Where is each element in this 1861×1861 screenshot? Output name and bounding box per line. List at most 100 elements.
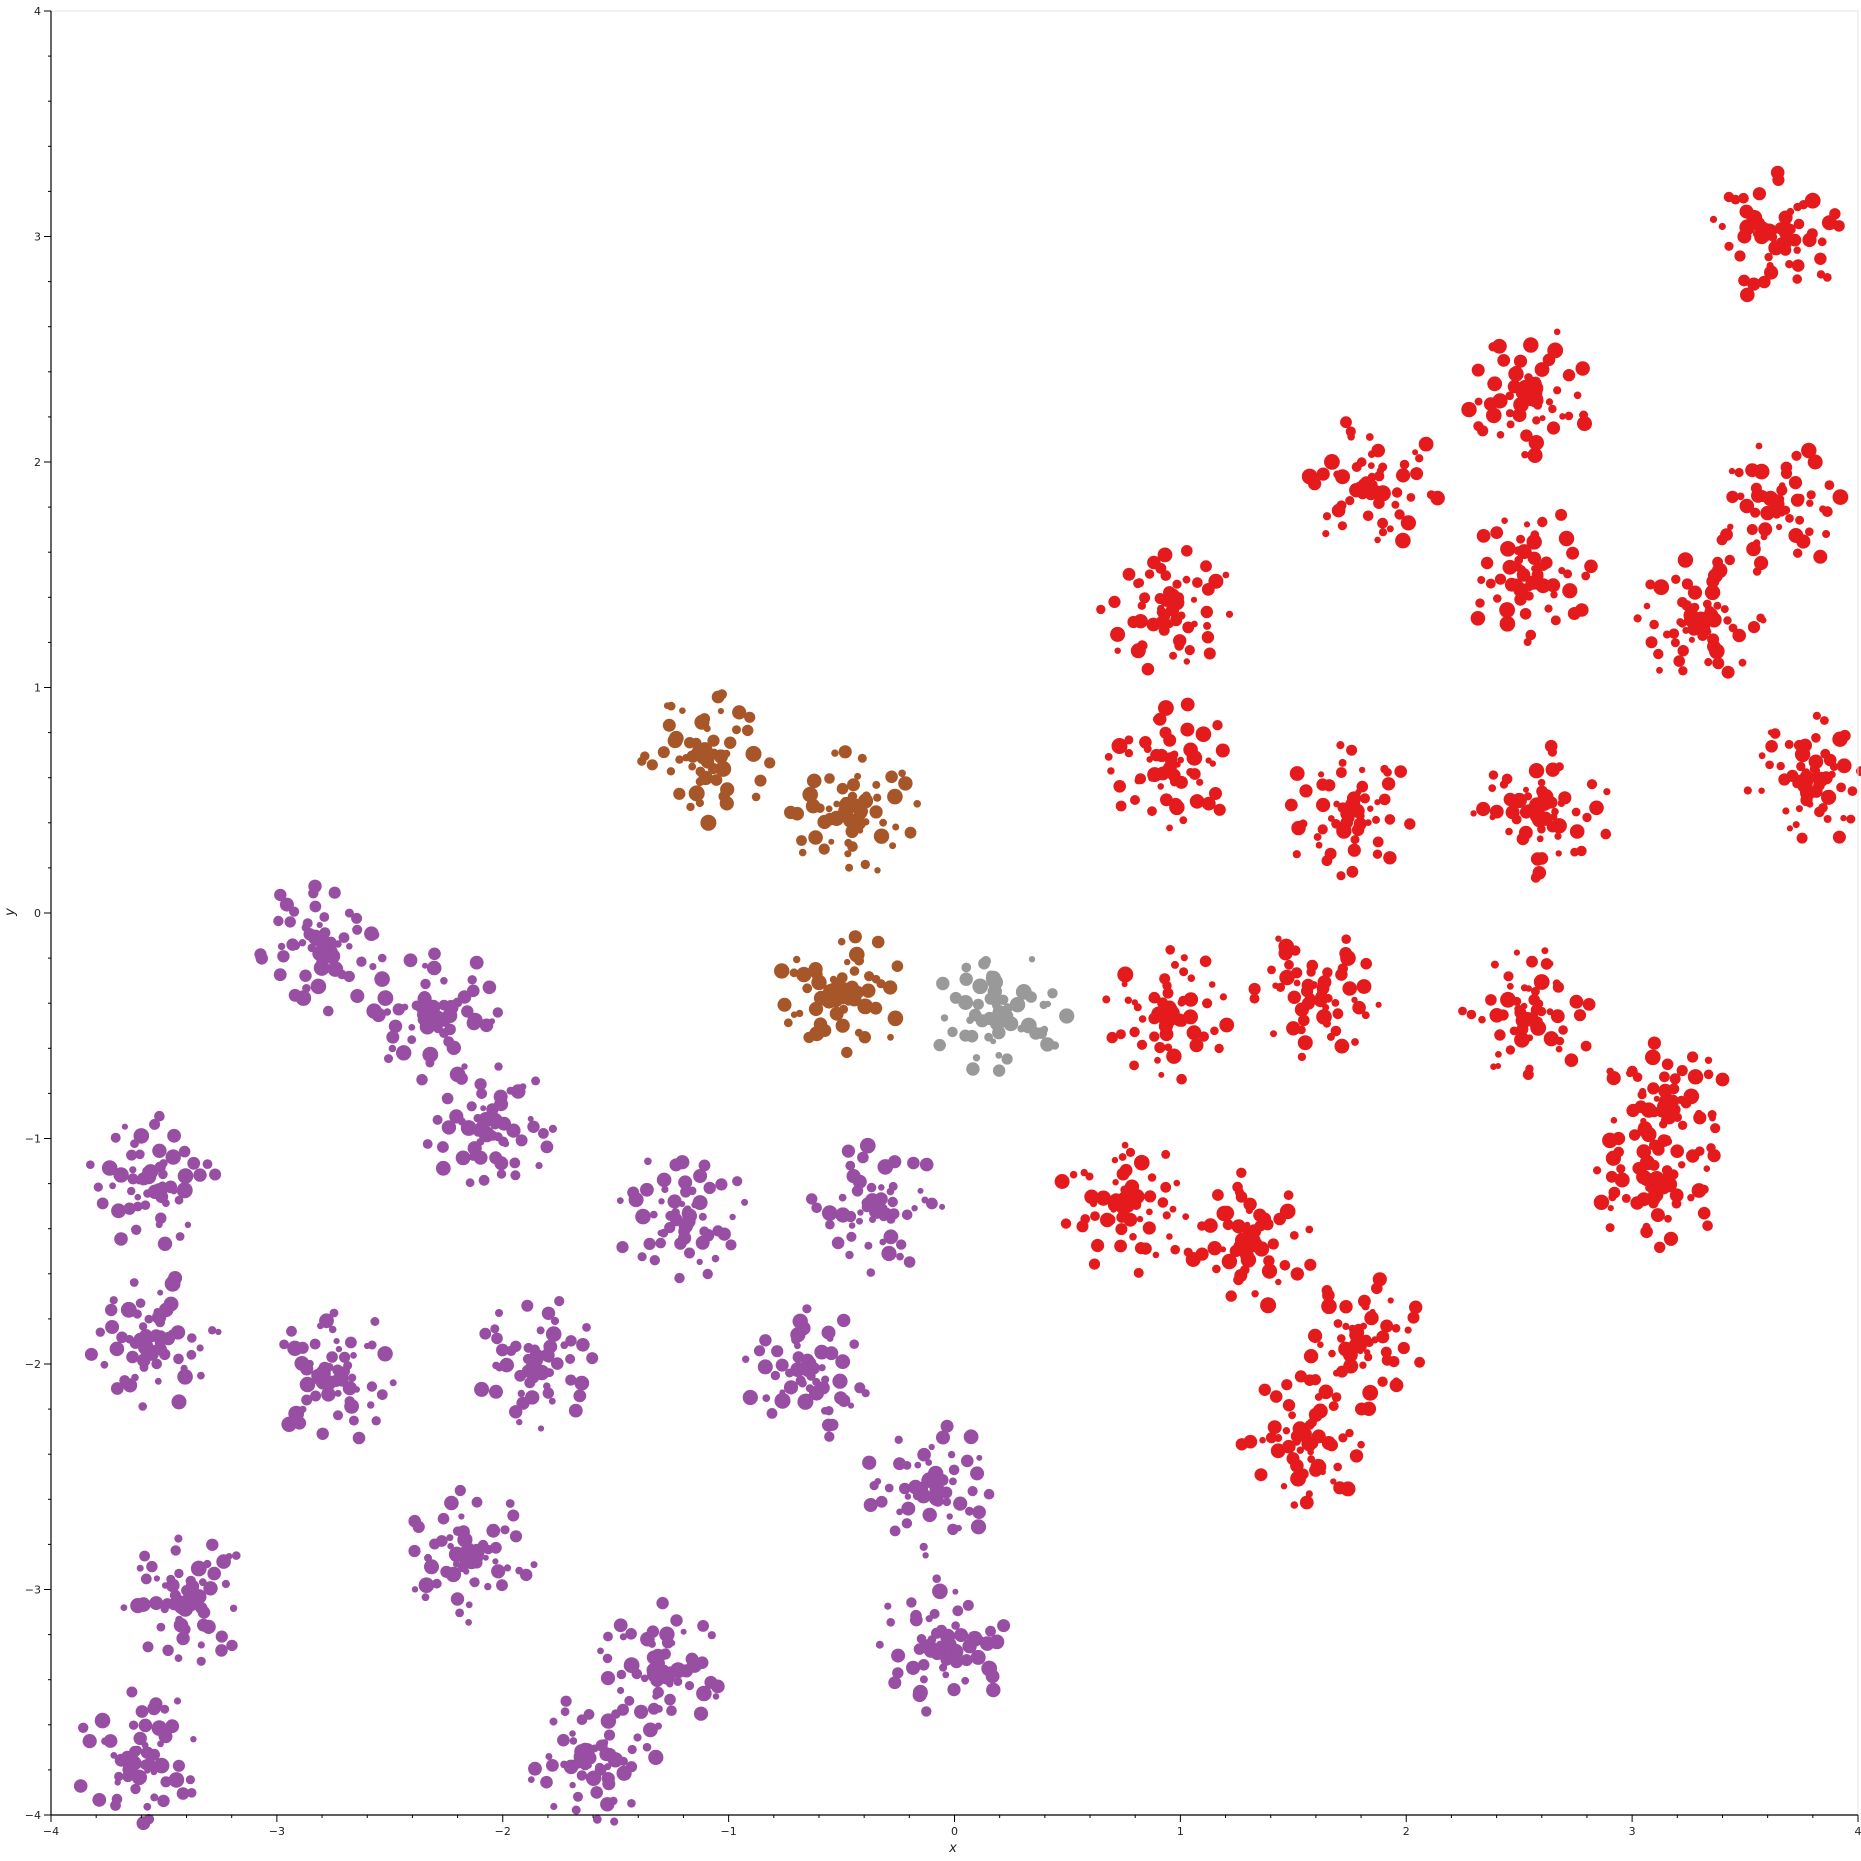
snowflake-cluster <box>1182 1168 1316 1314</box>
data-point <box>793 1314 808 1329</box>
data-point <box>157 1290 163 1296</box>
data-point <box>378 990 394 1006</box>
data-point <box>723 750 731 758</box>
snowflake-cluster <box>1458 947 1595 1080</box>
data-point <box>535 1162 542 1169</box>
data-point <box>1333 1370 1340 1377</box>
data-point <box>1122 1142 1129 1149</box>
data-point <box>1461 402 1476 417</box>
data-point <box>546 1759 559 1772</box>
data-point <box>1548 405 1556 413</box>
data-point <box>554 1296 564 1306</box>
data-point <box>150 1329 163 1342</box>
data-point <box>620 1633 627 1640</box>
data-point <box>1478 1016 1486 1024</box>
data-point <box>1153 715 1162 724</box>
data-point <box>1260 1297 1276 1313</box>
data-point <box>502 1140 509 1147</box>
data-point <box>1556 850 1562 856</box>
data-point <box>842 1145 855 1158</box>
data-point <box>286 938 298 950</box>
data-point <box>932 1574 941 1583</box>
data-point <box>1794 740 1805 751</box>
data-point <box>1336 741 1344 749</box>
data-point <box>541 1141 554 1154</box>
data-point <box>186 1576 196 1586</box>
data-point <box>1659 1120 1667 1128</box>
data-point <box>1280 1204 1296 1220</box>
data-point <box>490 1542 502 1554</box>
data-point <box>624 1696 634 1706</box>
data-point <box>78 1723 88 1733</box>
data-point <box>545 1753 552 1760</box>
data-point <box>1771 506 1781 516</box>
data-point <box>137 1565 144 1572</box>
data-point <box>1247 1224 1261 1238</box>
data-point <box>1709 1115 1716 1122</box>
data-point <box>1332 999 1340 1007</box>
data-point <box>1358 1295 1371 1308</box>
data-point <box>274 889 286 901</box>
data-point <box>939 1664 947 1672</box>
data-point <box>1814 253 1826 265</box>
data-point <box>190 1736 196 1742</box>
data-point <box>311 979 327 995</box>
data-point <box>1216 744 1230 758</box>
snowflake-cluster <box>1471 509 1598 646</box>
snowflake-cluster <box>408 1485 537 1626</box>
data-point <box>1555 509 1567 521</box>
y-tick-label: −1 <box>25 1133 41 1146</box>
snowflake-cluster <box>806 1138 945 1277</box>
data-point <box>1540 415 1546 421</box>
data-point <box>1516 535 1525 544</box>
data-point <box>1644 603 1651 610</box>
data-point <box>764 757 775 768</box>
y-tick-label: 4 <box>34 5 41 18</box>
data-point <box>129 1721 138 1730</box>
data-point <box>1537 825 1546 834</box>
data-point <box>137 1172 150 1185</box>
data-point <box>859 1031 871 1043</box>
data-point <box>637 757 646 766</box>
data-point <box>138 1402 147 1411</box>
data-point <box>711 1680 725 1694</box>
data-point <box>920 1158 934 1172</box>
data-point <box>393 1003 405 1015</box>
data-point <box>115 1779 121 1785</box>
data-point <box>1678 666 1687 675</box>
data-point <box>1401 515 1416 530</box>
data-point <box>1185 645 1195 655</box>
data-point <box>1488 342 1497 351</box>
data-point <box>1179 816 1187 824</box>
data-point <box>1376 499 1383 506</box>
data-point <box>1781 462 1793 474</box>
data-point <box>1682 578 1693 589</box>
data-point <box>675 1155 689 1169</box>
data-point <box>1203 622 1211 630</box>
data-point <box>1112 738 1128 754</box>
data-point <box>1388 1356 1399 1367</box>
y-tick-label: −4 <box>25 1809 41 1822</box>
data-point <box>1291 821 1305 835</box>
data-point <box>308 880 321 893</box>
data-point <box>1594 1195 1609 1210</box>
data-point <box>1576 846 1586 856</box>
data-point <box>1705 1057 1712 1064</box>
data-point <box>826 1419 838 1431</box>
data-point <box>844 996 853 1005</box>
data-point <box>1278 939 1294 955</box>
data-point <box>1298 1015 1310 1027</box>
data-point <box>1663 631 1671 639</box>
data-point <box>970 1466 984 1480</box>
data-point <box>203 1581 217 1595</box>
data-point <box>97 1198 109 1210</box>
data-point <box>287 1341 302 1356</box>
data-point <box>582 1323 591 1332</box>
data-point <box>325 937 336 948</box>
data-point <box>1521 984 1528 991</box>
data-point <box>1477 576 1485 584</box>
data-point <box>708 1631 716 1639</box>
data-point <box>888 1197 898 1207</box>
data-point <box>1341 934 1351 944</box>
